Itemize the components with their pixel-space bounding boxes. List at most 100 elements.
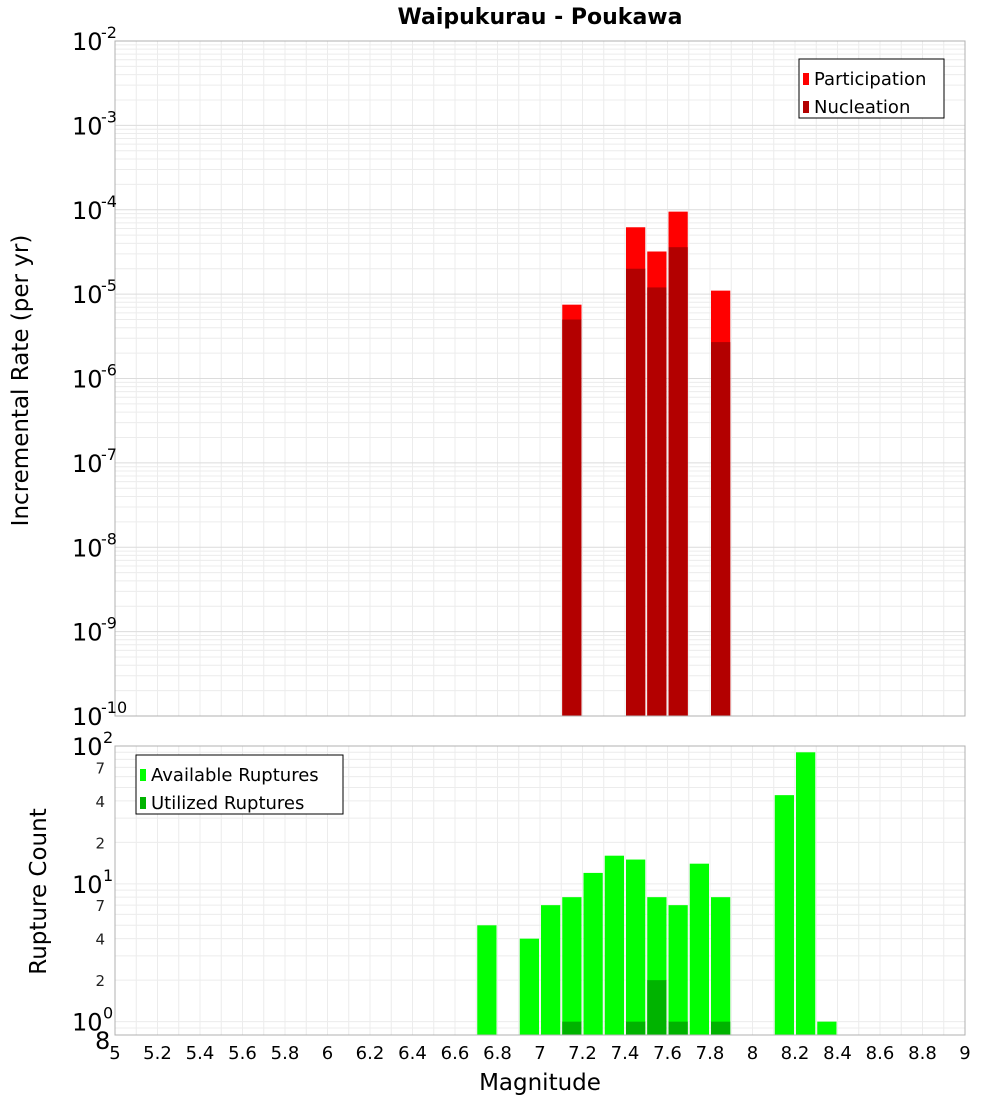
top-y-tick-base: 10	[72, 619, 103, 647]
x-tick-label: 7.6	[653, 1043, 682, 1064]
available-ruptures-bar	[774, 795, 794, 1035]
nucleation-bar	[626, 268, 646, 716]
available-ruptures-bar	[626, 859, 646, 1035]
available-ruptures-bar	[477, 925, 497, 1035]
bottom-y-tick-label: 7	[95, 897, 105, 915]
utilized-ruptures-bar	[626, 1021, 646, 1035]
available-ruptures-bar	[562, 897, 582, 1035]
legend-box	[798, 58, 945, 119]
x-tick-label: 7.8	[696, 1043, 725, 1064]
x-tick-label: 5.6	[228, 1043, 257, 1064]
bottom-y-tick-base: 10	[72, 1009, 103, 1037]
legend-swatch	[140, 797, 146, 809]
utilized-ruptures-bar	[647, 980, 667, 1035]
x-tick-label: 7	[534, 1043, 545, 1064]
top-y-tick-exponent: -4	[101, 192, 117, 211]
nucleation-bar	[647, 287, 667, 716]
x-tick-label: 5.4	[186, 1043, 215, 1064]
available-ruptures-bar	[796, 752, 816, 1035]
available-ruptures-bar	[519, 938, 539, 1035]
bottom-y-tick-label: 8	[95, 1027, 110, 1055]
legend-entry: Utilized Ruptures	[151, 793, 304, 814]
top-plot: 10-210-310-410-510-610-710-810-910-10 Wa…	[8, 5, 966, 731]
top-y-tick-exponent: -6	[101, 361, 117, 380]
nucleation-bar	[711, 342, 731, 716]
chart-title: Waipukurau - Poukawa	[398, 5, 683, 30]
nucleation-bar	[562, 319, 582, 716]
bottom-y-axis-label: Rupture Count	[26, 808, 52, 974]
top-y-tick-base: 10	[72, 366, 103, 394]
bottom-legend: Available Ruptures Utilized Ruptures	[135, 754, 344, 815]
bottom-y-tick-label: 7	[95, 759, 105, 777]
bottom-plot-frame	[114, 745, 966, 1036]
top-y-tick-base: 10	[72, 28, 103, 56]
top-y-tick-exponent: -5	[101, 276, 117, 295]
top-y-tick-base: 10	[72, 281, 103, 309]
x-tick-label: 5.8	[271, 1043, 300, 1064]
bottom-bars	[477, 752, 837, 1035]
top-y-axis-label: Incremental Rate (per yr)	[8, 235, 34, 527]
x-tick-label: 6.4	[398, 1043, 427, 1064]
top-y-tick-exponent: -10	[101, 698, 127, 717]
x-tick-label: 8	[747, 1043, 758, 1064]
bottom-y-tick-exponent: 1	[103, 866, 113, 885]
legend-swatch	[140, 769, 146, 781]
available-ruptures-bar	[604, 855, 624, 1035]
bottom-y-tick-base: 10	[72, 733, 103, 761]
bottom-y-tick-label: 4	[95, 931, 105, 949]
legend-entry: Nucleation	[814, 97, 910, 118]
top-y-tick-base: 10	[72, 534, 103, 562]
available-ruptures-bar	[689, 863, 709, 1035]
bottom-gridlines	[114, 746, 966, 1036]
x-tick-label: 9	[959, 1043, 970, 1064]
x-ticks: 5 5.2 5.4 5.6 5.8 6 6.2 6.4 6.6 6.8 7 7.2 7.4 7.6 7.8 8…	[109, 1043, 970, 1064]
x-tick-label: 7.2	[568, 1043, 597, 1064]
x-tick-label: 8.8	[908, 1043, 937, 1064]
top-y-tick-base: 10	[72, 197, 103, 225]
available-ruptures-bar	[583, 872, 603, 1035]
top-y-tick-exponent: -7	[101, 445, 117, 464]
legend-box	[135, 754, 344, 815]
x-tick-label: 6.8	[483, 1043, 512, 1064]
x-tick-label: 8.4	[823, 1043, 852, 1064]
x-tick-label: 5	[109, 1043, 120, 1064]
legend-entry: Participation	[814, 69, 926, 90]
x-tick-label: 8.6	[866, 1043, 895, 1064]
x-tick-label: 6.2	[356, 1043, 385, 1064]
bottom-y-tick-exponent: 0	[103, 1004, 113, 1023]
bottom-y-tick-label: 2	[95, 834, 105, 852]
utilized-ruptures-bar	[711, 1021, 731, 1035]
top-bars	[562, 211, 731, 716]
available-ruptures-bar	[541, 905, 561, 1035]
top-y-tick-base: 10	[72, 112, 103, 140]
top-y-tick-exponent: -9	[101, 614, 117, 633]
top-y-ticks: 10-210-310-410-510-610-710-810-910-10	[72, 23, 127, 731]
top-y-tick-base: 10	[72, 703, 103, 731]
bottom-y-tick-label: 4	[95, 793, 105, 811]
x-tick-label: 5.2	[143, 1043, 172, 1064]
legend-swatch	[803, 73, 809, 85]
utilized-ruptures-bar	[562, 1021, 582, 1035]
available-ruptures-bar	[668, 905, 688, 1035]
x-axis-label: Magnitude	[479, 1070, 601, 1096]
utilized-ruptures-bar	[668, 1021, 688, 1035]
bottom-y-tick-base: 10	[72, 871, 103, 899]
x-tick-label: 7.4	[611, 1043, 640, 1064]
x-tick-label: 8.2	[781, 1043, 810, 1064]
top-y-tick-base: 10	[72, 450, 103, 478]
available-ruptures-bar	[711, 897, 731, 1035]
top-y-tick-exponent: -3	[101, 107, 117, 126]
bottom-y-tick-exponent: 2	[103, 728, 113, 747]
legend-swatch	[803, 101, 809, 113]
top-y-tick-exponent: -8	[101, 529, 117, 548]
top-plot-frame	[114, 40, 966, 717]
legend-entry: Available Ruptures	[151, 765, 319, 786]
top-y-tick-exponent: -2	[101, 23, 117, 42]
top-legend: Participation Nucleation	[798, 58, 945, 119]
available-ruptures-bar	[817, 1021, 837, 1035]
top-gridlines	[114, 41, 966, 716]
